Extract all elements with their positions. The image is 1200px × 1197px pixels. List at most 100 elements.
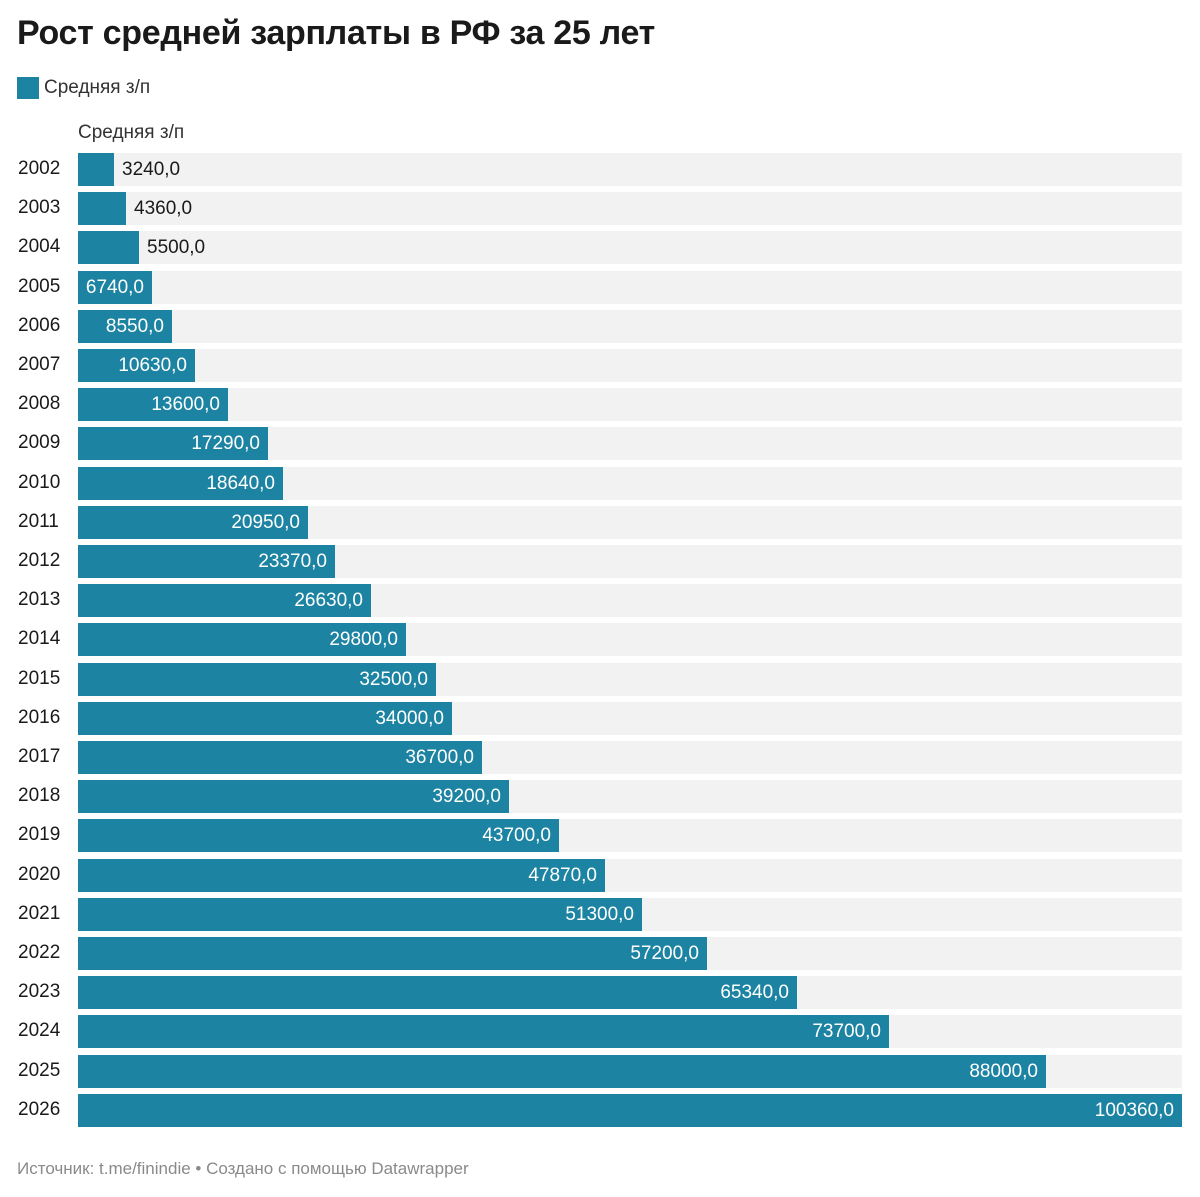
category-label: 2023	[18, 981, 61, 1002]
category-label: 2021	[18, 903, 61, 924]
bar-row: 2015 32500,0	[0, 663, 1200, 697]
bar-row: 2002 3240,0	[0, 153, 1200, 187]
category-label: 2016	[18, 707, 61, 728]
bar	[78, 506, 308, 539]
bar	[78, 623, 406, 656]
category-label: 2003	[18, 197, 61, 218]
bar-track: 73700,0	[78, 1015, 1182, 1048]
bar-row: 2023 65340,0	[0, 976, 1200, 1010]
bar	[78, 467, 283, 500]
bar-track: 23370,0	[78, 545, 1182, 578]
category-label: 2017	[18, 746, 61, 767]
category-label: 2015	[18, 668, 61, 689]
bar	[78, 859, 605, 892]
category-label: 2014	[18, 628, 61, 649]
column-header: Средняя з/п	[78, 122, 185, 143]
bar-track: 57200,0	[78, 937, 1182, 970]
bar-track: 13600,0	[78, 388, 1182, 421]
data-label: 34000,0	[375, 708, 444, 729]
data-label: 20950,0	[231, 512, 300, 533]
bar-row: 2022 57200,0	[0, 937, 1200, 971]
category-label: 2008	[18, 393, 61, 414]
data-label: 32500,0	[359, 669, 428, 690]
chart-title: Рост средней зарплаты в РФ за 25 лет	[17, 14, 656, 52]
data-label: 6740,0	[85, 277, 144, 298]
bar-track: 18640,0	[78, 467, 1182, 500]
bar-track: 51300,0	[78, 898, 1182, 931]
data-label: 18640,0	[206, 473, 275, 494]
bar-track: 32500,0	[78, 663, 1182, 696]
bar	[78, 545, 335, 578]
bar	[78, 976, 797, 1009]
bar	[78, 819, 559, 852]
data-label: 26630,0	[294, 590, 363, 611]
category-label: 2013	[18, 589, 61, 610]
bar	[78, 271, 152, 304]
bar-row: 2014 29800,0	[0, 623, 1200, 657]
category-label: 2019	[18, 824, 61, 845]
bar	[78, 741, 482, 774]
data-label: 36700,0	[405, 747, 474, 768]
bar	[78, 702, 452, 735]
category-label: 2024	[18, 1020, 61, 1041]
category-label: 2022	[18, 942, 61, 963]
bar-row: 2005 6740,0	[0, 271, 1200, 305]
legend-label: Средняя з/п	[44, 77, 151, 98]
bar-track: 39200,0	[78, 780, 1182, 813]
bar-row: 2016 34000,0	[0, 702, 1200, 736]
category-label: 2006	[18, 315, 61, 336]
bar-track: 65340,0	[78, 976, 1182, 1009]
category-label: 2025	[18, 1060, 61, 1081]
bar-track: 8550,0	[78, 310, 1182, 343]
bar-track: 5500,0	[78, 231, 1182, 264]
category-label: 2012	[18, 550, 61, 571]
bar-row: 2013 26630,0	[0, 584, 1200, 618]
bar-track: 17290,0	[78, 427, 1182, 460]
bar-track: 10630,0	[78, 349, 1182, 382]
data-label: 4360,0	[134, 198, 193, 219]
data-label: 47870,0	[528, 865, 597, 886]
bar-row: 2018 39200,0	[0, 780, 1200, 814]
data-label: 10630,0	[118, 355, 187, 376]
bar	[78, 153, 114, 186]
data-label: 88000,0	[969, 1061, 1038, 1082]
bar-track: 29800,0	[78, 623, 1182, 656]
category-label: 2011	[18, 511, 59, 532]
data-label: 17290,0	[191, 433, 260, 454]
bar-track: 88000,0	[78, 1055, 1182, 1088]
bar-track: 20950,0	[78, 506, 1182, 539]
bar	[78, 427, 268, 460]
category-label: 2009	[18, 432, 61, 453]
bar-row: 2004 5500,0	[0, 231, 1200, 265]
bar-track: 34000,0	[78, 702, 1182, 735]
bar-row: 2007 10630,0	[0, 349, 1200, 383]
category-label: 2002	[18, 158, 61, 179]
data-label: 5500,0	[147, 237, 206, 258]
bar-track: 47870,0	[78, 859, 1182, 892]
category-label: 2018	[18, 785, 61, 806]
legend-swatch	[17, 77, 39, 99]
data-label: 65340,0	[720, 982, 789, 1003]
data-label: 43700,0	[482, 825, 551, 846]
legend: Средняя з/п	[17, 77, 150, 99]
bar-track: 43700,0	[78, 819, 1182, 852]
category-label: 2020	[18, 864, 61, 885]
category-label: 2005	[18, 276, 61, 297]
bar	[78, 1055, 1046, 1088]
data-label: 57200,0	[630, 943, 699, 964]
bar-track: 26630,0	[78, 584, 1182, 617]
bar	[78, 310, 172, 343]
data-label: 23370,0	[258, 551, 327, 572]
category-label: 2004	[18, 236, 61, 257]
bar	[78, 231, 139, 264]
category-label: 2007	[18, 354, 61, 375]
bar-track: 6740,0	[78, 271, 1182, 304]
chart-footer: Источник: t.me/finindie • Создано с помо…	[17, 1159, 469, 1178]
bar	[78, 937, 707, 970]
bar-row: 2020 47870,0	[0, 859, 1200, 893]
bar	[78, 584, 371, 617]
category-label: 2010	[18, 472, 61, 493]
bar-row: 2026 100360,0	[0, 1094, 1200, 1128]
bar	[78, 349, 195, 382]
bar	[78, 388, 228, 421]
